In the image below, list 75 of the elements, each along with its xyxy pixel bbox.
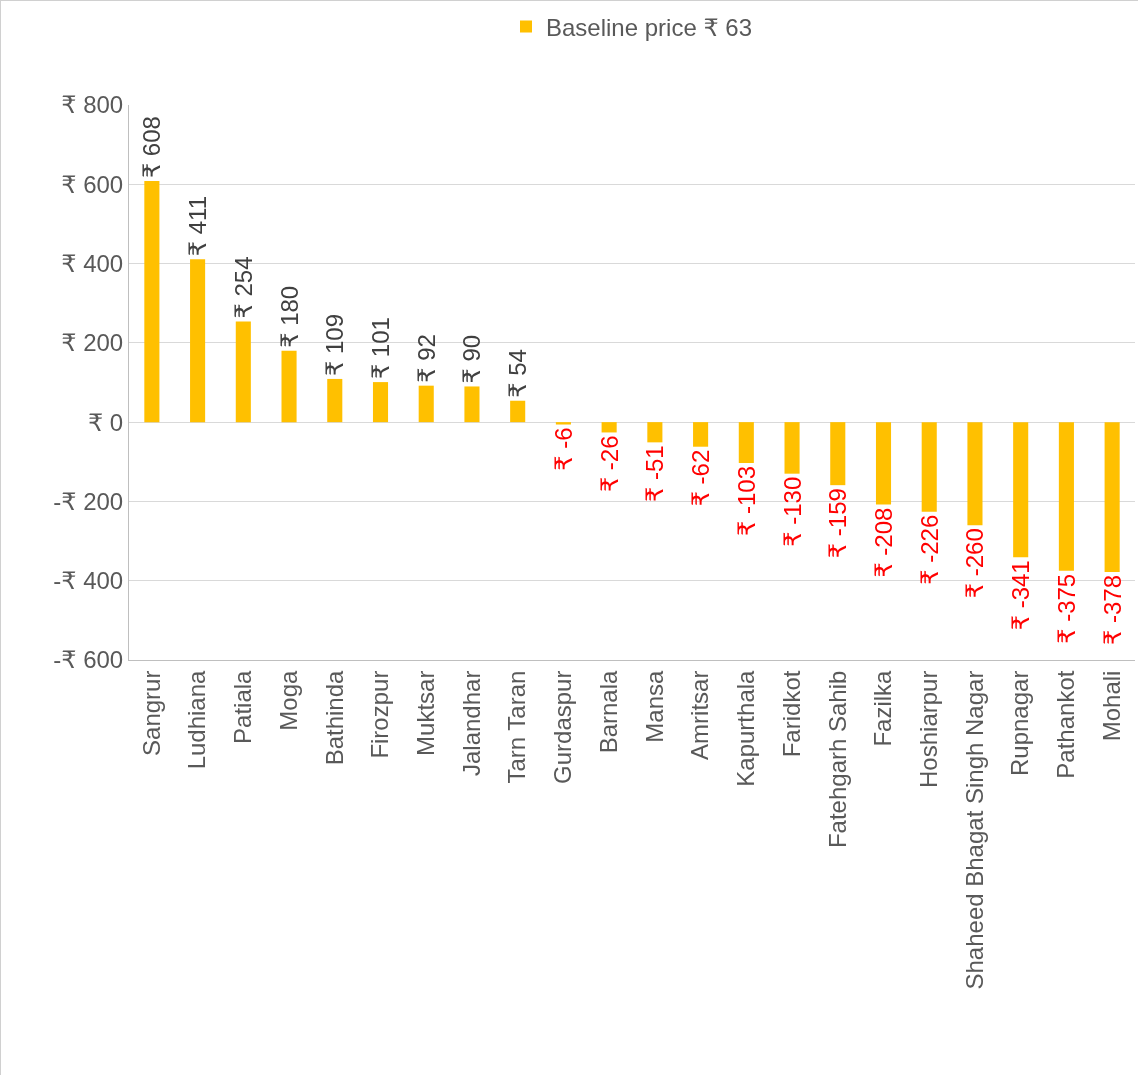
bar (921, 422, 937, 512)
bar (281, 350, 297, 423)
x-tick-label: Firozpur (366, 670, 394, 759)
y-tick-label: -₹ 400 (53, 567, 124, 595)
bar (418, 385, 434, 423)
data-label: ₹ 254 (229, 256, 257, 319)
y-tick-label: -₹ 200 (53, 487, 124, 515)
x-tick-label: Fatehgarh Sahib (823, 670, 851, 849)
data-label: ₹ -226 (915, 514, 943, 585)
x-tick-label: Pathankot (1052, 670, 1080, 779)
data-label: ₹ 101 (367, 317, 395, 380)
data-label: ₹ -103 (732, 465, 760, 536)
bar (1058, 422, 1074, 571)
bar (738, 422, 754, 463)
data-label: ₹ 90 (458, 334, 486, 384)
y-tick-label: ₹ 0 (87, 408, 124, 436)
bar (510, 400, 526, 423)
legend-label: Baseline price ₹ 63 (546, 13, 753, 41)
data-label: ₹ -208 (870, 507, 898, 578)
x-tick-label: Rupnagar (1006, 670, 1034, 777)
data-label: ₹ 180 (275, 285, 303, 348)
data-label: ₹ 54 (504, 349, 532, 398)
bar (1104, 422, 1120, 572)
data-label: ₹ -130 (778, 476, 806, 547)
bar (144, 181, 160, 423)
x-tick-label: Hoshiarpur (915, 670, 943, 788)
x-tick-label: Tarn Taran (503, 670, 531, 784)
x-tick-label: Mansa (640, 669, 668, 743)
x-tick-label: Sangrur (137, 670, 165, 756)
data-label: ₹ -51 (641, 445, 669, 502)
x-tick-label: Faridkot (777, 670, 805, 758)
bar (555, 422, 571, 425)
bar (830, 422, 846, 486)
x-tick-label: Amritsar (686, 670, 714, 760)
y-tick-label: ₹ 400 (61, 249, 124, 277)
y-tick-label: -₹ 600 (53, 646, 124, 674)
x-tick-label: Bathinda (320, 669, 348, 766)
data-label: ₹ -6 (549, 427, 577, 471)
y-tick-label: ₹ 200 (61, 329, 124, 357)
x-tick-label: Barnala (594, 669, 622, 754)
x-tick-label: Ludhiana (183, 669, 211, 770)
x-tick-label: Mohali (1097, 670, 1125, 742)
x-tick-label: Gurdaspur (549, 670, 577, 784)
data-label: ₹ 608 (138, 116, 166, 179)
data-label: ₹ -26 (595, 435, 623, 493)
data-label: ₹ -375 (1052, 573, 1080, 644)
data-label: ₹ -378 (1098, 574, 1126, 645)
y-tick-label: ₹ 800 (61, 91, 124, 119)
x-tick-label: Jalandhar (457, 670, 485, 777)
bar (372, 382, 389, 423)
y-tick-label: ₹ 600 (61, 170, 124, 198)
bar (1013, 422, 1029, 558)
data-label: ₹ 92 (412, 334, 440, 383)
data-label: ₹ -159 (824, 488, 852, 559)
data-label: ₹ 109 (321, 313, 349, 376)
x-tick-label: Patiala (229, 669, 257, 744)
bar (190, 259, 206, 423)
bar (647, 422, 663, 443)
bar (784, 422, 800, 474)
data-label: ₹ 411 (184, 196, 212, 257)
bar (235, 321, 251, 423)
bar (693, 422, 709, 447)
bar (967, 422, 983, 526)
x-tick-label: Moga (274, 669, 302, 731)
bar (601, 422, 617, 433)
data-label: ₹ -341 (1007, 560, 1035, 631)
bar (327, 378, 343, 423)
data-label: ₹ -260 (961, 528, 989, 599)
x-tick-label: Shaheed Bhagat Singh Nagar (960, 670, 988, 990)
bar (875, 422, 892, 505)
data-label: ₹ -62 (687, 449, 715, 507)
x-tick-label: Muktsar (412, 670, 440, 756)
x-tick-label: Kapurthala (732, 669, 760, 787)
x-tick-label: Fazilka (869, 669, 897, 747)
bar (464, 386, 480, 423)
